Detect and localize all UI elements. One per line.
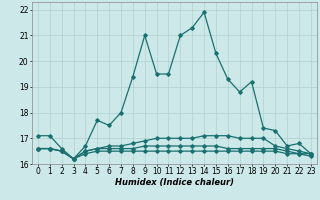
X-axis label: Humidex (Indice chaleur): Humidex (Indice chaleur) <box>115 178 234 187</box>
